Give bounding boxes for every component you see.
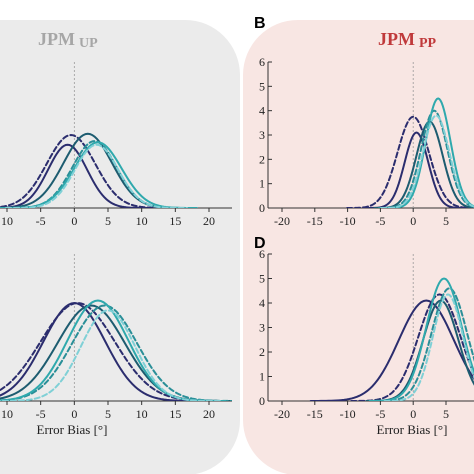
curves (0, 132, 198, 208)
x-tick-label: 15 (169, 407, 181, 421)
panel-label-d: D (254, 235, 266, 252)
curves (0, 299, 232, 401)
right-panel-title: JPM PP (378, 29, 437, 51)
density-curve-6 (380, 114, 474, 208)
density-curve-1 (0, 133, 174, 208)
x-axis-label: Error Bias [°] (37, 422, 108, 437)
plot-top-left: 10 -5 0 5 10 15 20 (0, 62, 232, 228)
density-curve-4 (373, 287, 474, 401)
y-tick-label: 2 (259, 152, 265, 166)
density-curve-2 (365, 131, 468, 208)
y-tick-label: 0 (259, 394, 265, 408)
x-tick-label: 20 (203, 407, 215, 421)
x-tick-label: 20 (203, 214, 215, 228)
density-curve-6 (0, 309, 223, 401)
right-panel-background (243, 20, 474, 474)
x-tick-label: 10 (136, 407, 148, 421)
density-curve-6 (383, 293, 474, 401)
x-tick-label: -10 (340, 407, 356, 421)
x-tick-label: -20 (274, 407, 290, 421)
y-tick-label: 6 (259, 55, 265, 69)
x-tick-label: 0 (71, 214, 77, 228)
x-tick-label: 10 (136, 214, 148, 228)
x-tick-label: -20 (274, 214, 290, 228)
curves (309, 277, 474, 401)
y-tick-label: 5 (259, 79, 265, 93)
x-tick-label: -5 (36, 407, 46, 421)
left-panel-title: JPM UP (38, 29, 98, 51)
x-tick-label: 10 (1, 407, 13, 421)
panel-label-b: B (254, 15, 266, 32)
x-tick-label: -5 (36, 214, 46, 228)
x-tick-label: 5 (443, 407, 449, 421)
density-curve-2 (0, 301, 206, 401)
y-tick-label: 3 (259, 128, 265, 142)
density-curve-1 (350, 293, 474, 401)
x-tick-label: 5 (443, 214, 449, 228)
y-tick-label: 3 (259, 321, 265, 335)
x-tick-label: 5 (105, 214, 111, 228)
y-tick-label: 4 (259, 296, 265, 310)
curves (346, 97, 474, 208)
y-tick-label: 5 (259, 272, 265, 286)
x-tick-label: 0 (410, 407, 416, 421)
y-tick-label: 1 (259, 177, 265, 191)
y-tick-label: 1 (259, 370, 265, 384)
y-tick-label: 6 (259, 247, 265, 261)
x-tick-label: -5 (375, 407, 385, 421)
x-tick-label: 10 (1, 214, 13, 228)
x-tick-label: 15 (169, 214, 181, 228)
density-curve-2 (309, 299, 474, 401)
density-curve-6 (5, 143, 189, 208)
x-tick-label: 5 (105, 407, 111, 421)
x-tick-label: -15 (307, 214, 323, 228)
density-curve-1 (346, 115, 474, 208)
x-axis-label: Error Bias [°] (377, 422, 448, 437)
y-tick-label: 4 (259, 104, 265, 118)
plot-top-right: 0 1 2 3 4 5 6 -20 -15 -10 -5 0 5 (259, 55, 474, 228)
density-curve-5 (368, 277, 474, 401)
x-tick-label: 0 (410, 214, 416, 228)
left-panel-background (0, 20, 240, 474)
y-tick-label: 0 (259, 201, 265, 215)
x-tick-label: 0 (71, 407, 77, 421)
x-tick-label: -10 (340, 214, 356, 228)
plot-bottom-left: 10 -5 0 5 10 15 20 Error Bias [°] (0, 254, 232, 437)
y-tick-label: 2 (259, 345, 265, 359)
x-tick-label: -5 (375, 214, 385, 228)
x-tick-label: -15 (307, 407, 323, 421)
